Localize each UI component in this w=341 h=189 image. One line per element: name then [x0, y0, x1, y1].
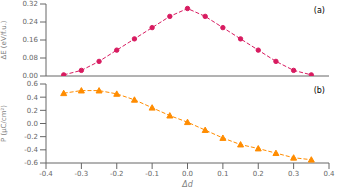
- html-text:(a): (a): [313, 6, 325, 15]
- svg-text:0.3: 0.3: [288, 170, 299, 178]
- svg-text:-0.1: -0.1: [145, 170, 159, 178]
- svg-text:0.2: 0.2: [27, 107, 38, 115]
- svg-text:0.08: 0.08: [22, 54, 38, 62]
- svg-text:0.1: 0.1: [217, 170, 228, 178]
- svg-text:P (μC/cm²): P (μC/cm²): [8, 105, 9, 142]
- svg-text:0.0: 0.0: [182, 170, 193, 178]
- svg-text:-0.4: -0.4: [39, 170, 53, 178]
- svg-text:-0.2: -0.2: [24, 133, 38, 141]
- svg-text:-0.6: -0.6: [24, 159, 38, 167]
- svg-text:-0.3: -0.3: [75, 170, 89, 178]
- svg-text:0.32: 0.32: [22, 0, 38, 8]
- svg-text:0.24: 0.24: [22, 18, 38, 26]
- html-text:(b): (b): [313, 86, 325, 95]
- svg-text:-0.4: -0.4: [24, 146, 38, 154]
- svg-text:0.4: 0.4: [27, 94, 39, 102]
- svg-text:0.16: 0.16: [22, 36, 38, 44]
- svg-text:Δd: Δd: [181, 180, 193, 189]
- svg-text:ΔE (eV/f.u.): ΔE (eV/f.u.): [8, 20, 9, 59]
- svg-text:-0.2: -0.2: [110, 170, 124, 178]
- svg-text:0.6: 0.6: [27, 80, 39, 88]
- svg-text:0.00: 0.00: [22, 72, 38, 80]
- svg-text:0.0: 0.0: [27, 120, 38, 128]
- svg-text:0.2: 0.2: [253, 170, 264, 178]
- svg-text:0.4: 0.4: [323, 170, 333, 178]
